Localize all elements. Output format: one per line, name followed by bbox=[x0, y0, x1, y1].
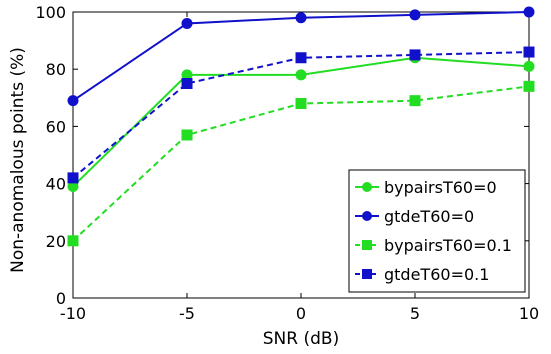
y-tick-label: 100 bbox=[35, 3, 66, 22]
data-point-1 bbox=[523, 6, 535, 18]
y-tick-label: 60 bbox=[46, 117, 66, 136]
x-tick-label: 5 bbox=[410, 304, 420, 323]
data-point-1 bbox=[181, 17, 193, 29]
data-point-2 bbox=[67, 235, 79, 247]
legend-marker-0 bbox=[362, 182, 372, 192]
y-tick-label: 80 bbox=[46, 60, 66, 79]
legend-box bbox=[348, 169, 526, 293]
data-point-3 bbox=[67, 172, 79, 184]
legend-label-3: gtdeT60=0.1 bbox=[384, 265, 489, 284]
data-point-3 bbox=[523, 46, 535, 58]
legend-marker-1 bbox=[362, 211, 372, 221]
legend-marker-2 bbox=[362, 240, 372, 250]
data-point-3 bbox=[181, 78, 193, 89]
x-tick-label: 10 bbox=[519, 304, 539, 323]
data-point-0 bbox=[523, 60, 535, 72]
data-point-2 bbox=[181, 129, 193, 141]
data-point-1 bbox=[409, 9, 421, 21]
y-tick-label: 20 bbox=[46, 232, 66, 251]
legend-label-0: bypairsT60=0 bbox=[384, 178, 497, 197]
y-tick-label: 0 bbox=[56, 289, 66, 308]
legend: bypairsT60=0 gtdeT60=0 bypairsT60=0.1 gtdeT… bbox=[348, 169, 526, 293]
data-point-0 bbox=[295, 69, 307, 81]
data-point-2 bbox=[409, 95, 421, 107]
data-point-1 bbox=[295, 12, 307, 24]
data-point-3 bbox=[295, 52, 307, 64]
data-point-2 bbox=[523, 80, 535, 92]
legend-label-1: gtdeT60=0 bbox=[384, 207, 474, 226]
legend-marker-3 bbox=[362, 269, 372, 279]
x-tick-label: -10 bbox=[60, 304, 86, 323]
data-point-1 bbox=[67, 95, 79, 107]
data-point-2 bbox=[295, 98, 307, 110]
y-tick-label: 40 bbox=[46, 175, 66, 194]
x-tick-label: -5 bbox=[179, 304, 195, 323]
x-axis-title: SNR (dB) bbox=[263, 329, 339, 349]
y-axis-title: Non-anomalous points (%) bbox=[8, 47, 28, 273]
data-point-3 bbox=[409, 49, 421, 61]
x-tick-label: 0 bbox=[296, 304, 306, 323]
legend-label-2: bypairsT60=0.1 bbox=[384, 236, 512, 255]
